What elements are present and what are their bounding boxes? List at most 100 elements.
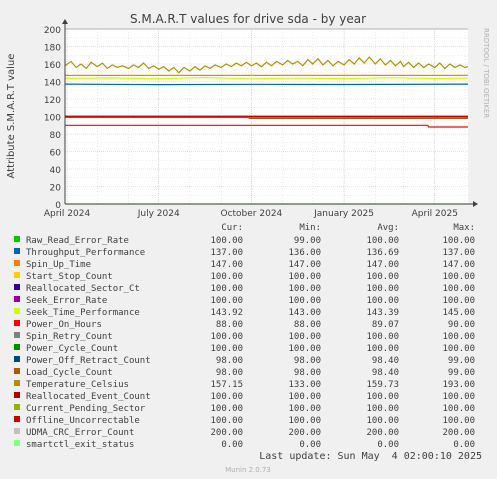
legend-swatch bbox=[14, 428, 20, 434]
legend-value-max: 193.00 bbox=[442, 380, 475, 390]
series-line-load-cycle-count bbox=[65, 116, 468, 119]
legend-value-max: 99.00 bbox=[448, 356, 475, 366]
legend-row: Raw_Read_Error_Rate 100.00 99.00 100.00 100.… bbox=[14, 236, 475, 246]
legend-series-name: Throughput_Performance bbox=[26, 248, 145, 258]
legend-series-name: Power_Off_Retract_Count bbox=[26, 356, 151, 366]
legend-row: Spin_Up_Time 147.00 147.00 147.00 147.00 bbox=[14, 260, 475, 270]
legend-row: Reallocated_Sector_Ct 100.00 100.00 100.00 1… bbox=[14, 284, 475, 294]
y-tick-label: 180 bbox=[44, 44, 61, 54]
x-tick-label: July 2024 bbox=[137, 209, 180, 219]
legend-value-cur: 100.00 bbox=[210, 344, 243, 354]
last-update: Last update: Sun May 4 02:00:10 2025 bbox=[259, 451, 482, 462]
x-tick-label: October 2024 bbox=[220, 209, 282, 219]
legend-series-name: Spin_Up_Time bbox=[26, 260, 91, 270]
legend-value-avg: 147.00 bbox=[366, 260, 399, 270]
legend-swatch bbox=[14, 296, 20, 302]
legend-swatch bbox=[14, 260, 20, 266]
legend-value-max: 100.00 bbox=[442, 236, 475, 246]
legend-value-min: 99.00 bbox=[294, 236, 321, 246]
y-tick-label: 0 bbox=[55, 201, 61, 211]
legend-value-cur: 98.00 bbox=[216, 356, 243, 366]
legend-value-min: 98.00 bbox=[294, 356, 321, 366]
legend-value-min: 133.00 bbox=[288, 380, 321, 390]
legend-row: Spin_Retry_Count 100.00 100.00 100.00 100.00 bbox=[14, 332, 475, 342]
series-line-power-on-hours bbox=[65, 124, 468, 128]
munin-version: Munin 2.0.73 bbox=[225, 466, 271, 474]
x-axis-arrow bbox=[473, 201, 478, 207]
legend-value-cur: 157.15 bbox=[210, 380, 243, 390]
legend-swatch bbox=[14, 236, 20, 242]
legend-value-max: 145.00 bbox=[442, 308, 475, 318]
legend-swatch bbox=[14, 248, 20, 254]
legend-series-name: Seek_Time_Performance bbox=[26, 308, 140, 318]
legend-value-avg: 100.00 bbox=[366, 392, 399, 402]
legend-value-min: 100.00 bbox=[288, 272, 321, 282]
chart-title: S.M.A.R.T values for drive sda - by year bbox=[130, 12, 366, 26]
legend-value-avg: 100.00 bbox=[366, 344, 399, 354]
legend-value-avg: 98.40 bbox=[372, 368, 399, 378]
series-line-throughput-performance bbox=[64, 83, 469, 86]
legend-value-max: 100.00 bbox=[442, 296, 475, 306]
legend-swatch bbox=[14, 368, 20, 374]
y-tick-label: 100 bbox=[44, 114, 61, 124]
legend-value-max: 100.00 bbox=[442, 416, 475, 426]
legend-value-cur: 98.00 bbox=[216, 368, 243, 378]
x-tick-label: January 2025 bbox=[313, 209, 374, 219]
legend-row: Seek_Time_Performance 143.92 143.00 143.39 1… bbox=[14, 308, 475, 318]
legend-series-name: Offline_Uncorrectable bbox=[26, 416, 140, 426]
legend-value-max: 100.00 bbox=[442, 344, 475, 354]
legend-series-name: Raw_Read_Error_Rate bbox=[26, 236, 129, 246]
legend-series-name: Start_Stop_Count bbox=[26, 272, 113, 282]
y-tick-label: 120 bbox=[44, 96, 61, 106]
legend-value-avg: 100.00 bbox=[366, 236, 399, 246]
legend-swatch bbox=[14, 284, 20, 290]
legend-value-min: 200.00 bbox=[288, 428, 321, 438]
legend-value-max: 100.00 bbox=[442, 284, 475, 294]
legend-swatch bbox=[14, 356, 20, 362]
legend-header-cur: Cur: bbox=[221, 223, 243, 233]
legend-series-name: smartctl_exit_status bbox=[26, 440, 134, 450]
legend-swatch bbox=[14, 332, 20, 338]
x-tick-label: April 2024 bbox=[44, 209, 91, 219]
legend-swatch bbox=[14, 308, 20, 314]
legend-value-min: 100.00 bbox=[288, 416, 321, 426]
legend-value-cur: 100.00 bbox=[210, 404, 243, 414]
legend-value-min: 147.00 bbox=[288, 260, 321, 270]
legend-value-max: 200.00 bbox=[442, 428, 475, 438]
y-tick-label: 20 bbox=[50, 184, 62, 194]
legend-value-max: 90.00 bbox=[448, 320, 475, 330]
legend-value-cur: 88.00 bbox=[216, 320, 243, 330]
legend-value-cur: 100.00 bbox=[210, 236, 243, 246]
legend-value-avg: 200.00 bbox=[366, 428, 399, 438]
y-tick-label: 80 bbox=[50, 131, 62, 141]
legend-row: Power_Off_Retract_Count 98.00 98.00 98.40 99… bbox=[14, 356, 475, 366]
legend-series-name: Reallocated_Sector_Ct bbox=[26, 284, 140, 294]
x-tick-label: April 2025 bbox=[412, 209, 458, 219]
legend-value-cur: 100.00 bbox=[210, 284, 243, 294]
legend-value-min: 100.00 bbox=[288, 332, 321, 342]
legend-header-avg: Avg: bbox=[377, 223, 399, 233]
legend-value-max: 137.00 bbox=[442, 248, 475, 258]
legend-value-avg: 0.00 bbox=[377, 440, 399, 450]
legend-value-min: 100.00 bbox=[288, 404, 321, 414]
legend-series-name: Power_Cycle_Count bbox=[26, 344, 118, 354]
legend-row: Start_Stop_Count 100.00 100.00 100.00 100.00 bbox=[14, 272, 475, 282]
legend-value-min: 0.00 bbox=[299, 440, 321, 450]
legend-value-cur: 147.00 bbox=[210, 260, 243, 270]
legend-row: UDMA_CRC_Error_Count 200.00 200.00 200.00 20… bbox=[14, 428, 475, 438]
legend-swatch bbox=[14, 320, 20, 326]
legend-value-avg: 89.07 bbox=[372, 320, 399, 330]
legend-swatch bbox=[14, 416, 20, 422]
legend-value-avg: 100.00 bbox=[366, 404, 399, 414]
legend-row: Power_Cycle_Count 100.00 100.00 100.00 100.0… bbox=[14, 344, 475, 354]
legend-value-cur: 100.00 bbox=[210, 296, 243, 306]
legend-value-max: 99.00 bbox=[448, 368, 475, 378]
legend-value-avg: 143.39 bbox=[366, 308, 399, 318]
legend-swatch bbox=[14, 404, 20, 410]
legend-value-cur: 100.00 bbox=[210, 392, 243, 402]
y-tick-label: 140 bbox=[44, 79, 61, 89]
legend-swatch bbox=[14, 344, 20, 350]
legend-series-name: UDMA_CRC_Error_Count bbox=[26, 428, 134, 438]
legend-value-avg: 100.00 bbox=[366, 296, 399, 306]
